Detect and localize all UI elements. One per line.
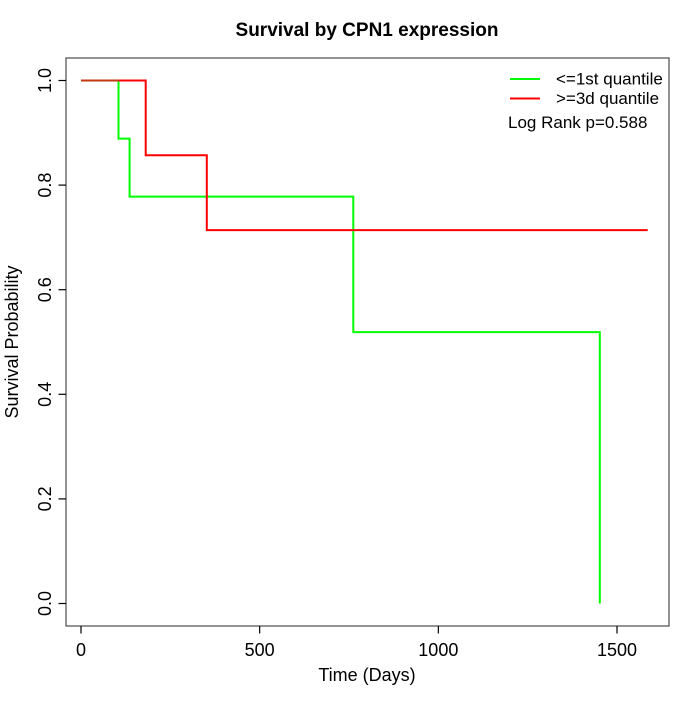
y-tick-label: 0.4 [35,382,55,407]
survival-curve-first-quantile [81,79,601,604]
plot-box [65,57,670,627]
x-tick-label: 0 [76,640,86,660]
legend: <=1st quantile >=3d quantile Log Rank p=… [508,70,663,133]
x-axis: 0 500 1000 1500 [76,626,637,660]
legend-label-third-quantile: >=3d quantile [556,89,659,108]
y-tick-label: 0.0 [35,591,55,616]
chart-title: Survival by CPN1 expression [236,20,499,41]
y-tick-label: 0.2 [35,486,55,511]
y-axis: 0.0 0.2 0.4 0.6 0.8 1.0 [35,68,66,616]
x-axis-label: Time (Days) [318,665,415,685]
legend-label-first-quantile: <=1st quantile [556,70,663,89]
x-tick-label: 1500 [597,640,637,660]
y-tick-label: 1.0 [35,68,55,93]
survival-curve-third-quantile [81,79,648,232]
x-tick-label: 1000 [418,640,458,660]
y-axis-label: Survival Probability [2,265,22,418]
survival-curves [81,79,648,604]
y-tick-label: 0.6 [35,277,55,302]
x-tick-label: 500 [245,640,275,660]
y-tick-label: 0.8 [35,173,55,198]
log-rank-annotation: Log Rank p=0.588 [508,113,647,132]
